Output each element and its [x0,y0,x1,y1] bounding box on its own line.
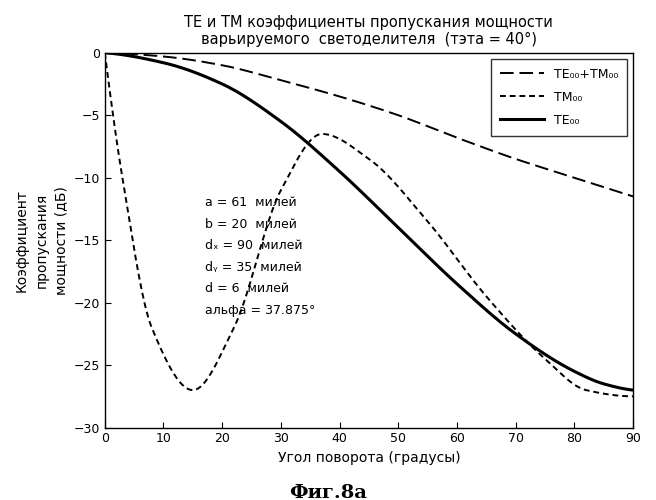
TE₀₀ [454,282,462,288]
TM₀₀ [629,394,637,400]
Line: TE₀₀+TM₀₀: TE₀₀+TM₀₀ [105,53,633,197]
TE₀₀+TM₀₀ [237,66,245,72]
TE₀₀ [412,242,420,248]
Line: TE₀₀: TE₀₀ [105,53,633,390]
TM₀₀ [237,309,245,315]
TE₀₀+TM₀₀ [454,135,462,141]
Legend: TE₀₀+TM₀₀, TM₀₀, TE₀₀: TE₀₀+TM₀₀, TM₀₀, TE₀₀ [491,59,627,136]
TE₀₀ [237,91,245,97]
TE₀₀+TM₀₀ [499,152,506,158]
TM₀₀ [412,205,420,211]
TM₀₀ [454,256,462,262]
X-axis label: Угол поворота (градусы): Угол поворота (градусы) [277,451,461,465]
TE₀₀ [194,70,202,76]
Text: Фиг.8а: Фиг.8а [289,484,367,500]
TM₀₀ [194,386,202,392]
Title: ТЕ и ТМ коэффициенты пропускания мощности
варьируемого  светоделителя  (тэта = 4: ТЕ и ТМ коэффициенты пропускания мощност… [184,15,554,48]
TM₀₀ [101,50,109,56]
TE₀₀+TM₀₀ [194,58,202,64]
TE₀₀ [629,387,637,393]
Text: a = 61  милей
b = 20  милей
dₓ = 90  милей
dᵧ = 35  милей
d = 6  милей
альфа = 3: a = 61 милей b = 20 милей dₓ = 90 милей … [205,196,315,317]
TE₀₀ [101,50,109,56]
TE₀₀ [340,172,348,178]
TM₀₀ [499,312,506,318]
TE₀₀+TM₀₀ [101,50,109,56]
Line: TM₀₀: TM₀₀ [105,53,633,396]
TM₀₀ [340,138,348,144]
TE₀₀+TM₀₀ [412,119,420,125]
TE₀₀ [499,321,506,327]
TE₀₀+TM₀₀ [340,94,348,100]
Y-axis label: Коэффициент
пропускания
мощности (дБ): Коэффициент пропускания мощности (дБ) [15,186,68,294]
TE₀₀+TM₀₀ [629,194,637,200]
